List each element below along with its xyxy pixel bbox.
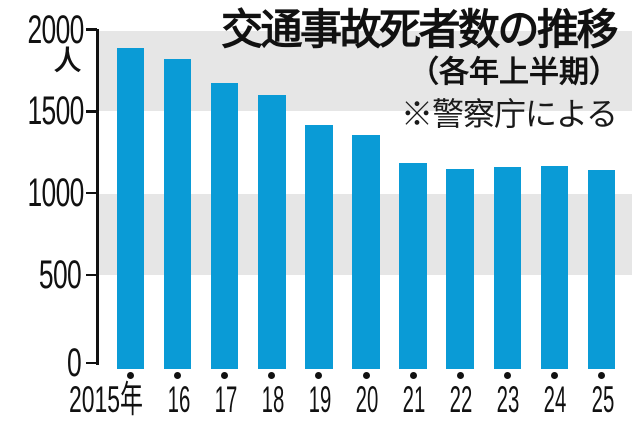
bar-dot	[127, 371, 134, 379]
bar-dot	[221, 371, 229, 379]
source-note: ※警察庁による	[400, 96, 618, 132]
y-tick	[86, 110, 97, 113]
bar	[493, 166, 522, 369]
bar-dot	[268, 371, 276, 379]
bar	[446, 168, 474, 369]
bar	[540, 166, 569, 369]
bar-dot	[174, 371, 182, 379]
x-tick-label: 17	[214, 379, 238, 420]
bar-dot	[315, 371, 323, 379]
y-tick-label: 1500	[27, 89, 85, 134]
x-tick-label: 24	[544, 379, 567, 420]
bar	[352, 134, 380, 369]
bar	[210, 82, 239, 369]
bar-dot	[456, 371, 464, 379]
x-tick-label: 16	[167, 379, 190, 420]
y-tick	[86, 273, 97, 277]
bar	[163, 59, 192, 369]
x-tick-label: 25	[591, 379, 614, 420]
bar-dot	[550, 371, 558, 379]
x-tick-label: 2015年	[69, 379, 143, 420]
x-tick-label: 19	[308, 379, 332, 420]
bar-dot	[598, 371, 605, 379]
x-tick-label: 18	[261, 379, 285, 420]
x-tick-label: 21	[402, 379, 426, 420]
y-tick	[86, 361, 97, 365]
y-tick-label: 500	[38, 252, 82, 297]
y-axis-unit-label: 人	[54, 46, 81, 76]
bar-dot	[409, 371, 417, 379]
bar-dot	[503, 371, 511, 379]
bar	[116, 48, 145, 369]
chart-title: 交通事故死者数の推移	[220, 6, 619, 53]
bar	[305, 124, 333, 369]
y-axis-line	[96, 29, 99, 365]
y-tick-label: 1000	[27, 171, 85, 216]
bar	[258, 94, 286, 369]
bar-dot	[362, 371, 370, 379]
bar	[399, 163, 427, 369]
x-tick-label: 22	[449, 379, 473, 420]
x-tick-label: 20	[355, 379, 379, 420]
x-tick-label: 23	[496, 379, 520, 420]
y-tick	[86, 28, 97, 31]
y-tick	[86, 191, 97, 195]
bar	[587, 170, 616, 369]
y-tick-label: 2000	[27, 7, 85, 52]
chart-subtitle: （各年上半期）	[409, 56, 619, 89]
y-tick-label: 0	[66, 341, 82, 385]
